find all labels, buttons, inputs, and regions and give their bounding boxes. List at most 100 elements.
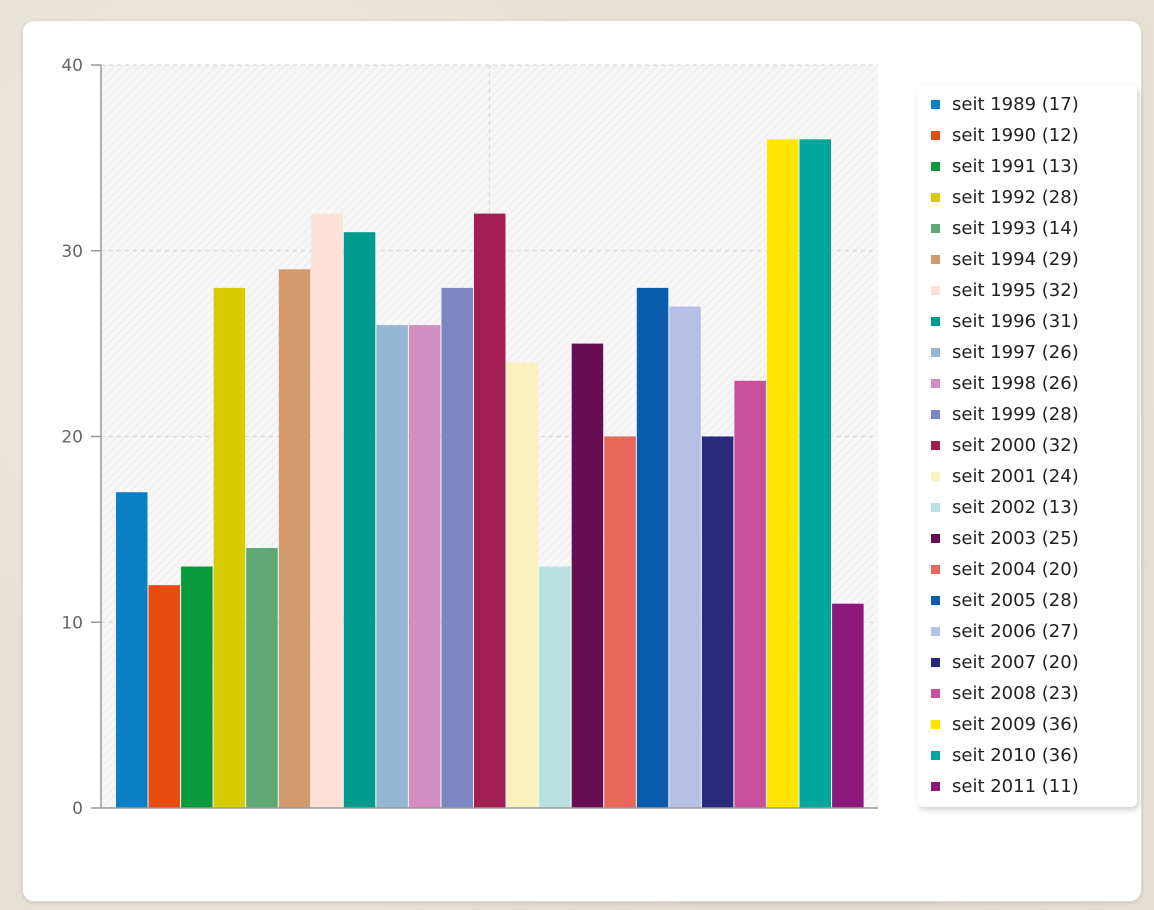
legend-swatch — [931, 565, 940, 574]
bar — [474, 213, 506, 809]
bar — [343, 232, 376, 808]
legend-swatch — [931, 720, 940, 729]
legend-swatch — [931, 627, 940, 636]
legend-swatch — [931, 379, 940, 388]
legend-item: seit 2004 (20) — [931, 554, 1137, 585]
legend-swatch — [931, 658, 940, 667]
legend-swatch — [931, 596, 940, 605]
legend-swatch — [931, 441, 940, 450]
bar — [213, 287, 246, 808]
legend-swatch — [931, 255, 940, 264]
y-tick-label: 20 — [61, 428, 83, 448]
legend-swatch — [931, 751, 940, 760]
legend-item: seit 1990 (12) — [931, 120, 1137, 151]
legend-swatch — [931, 317, 940, 326]
legend-swatch — [931, 410, 940, 419]
legend-label: seit 1990 (12) — [952, 125, 1079, 146]
legend-swatch — [931, 131, 940, 140]
legend-item: seit 1993 (14) — [931, 213, 1137, 244]
legend-item: seit 2007 (20) — [931, 647, 1137, 678]
legend-item: seit 2008 (23) — [931, 678, 1137, 709]
legend-label: seit 1998 (26) — [952, 373, 1079, 394]
legend-item: seit 2011 (11) — [931, 771, 1137, 802]
legend-swatch — [931, 100, 940, 109]
legend-label: seit 1995 (32) — [952, 280, 1079, 301]
legend-label: seit 2011 (11) — [952, 776, 1079, 797]
bar — [832, 603, 864, 808]
bars — [116, 139, 864, 809]
legend-swatch — [931, 689, 940, 698]
bar — [408, 325, 441, 808]
bar — [116, 492, 148, 808]
legend-label: seit 1993 (14) — [952, 218, 1079, 239]
legend-label: seit 2010 (36) — [952, 745, 1079, 766]
bar — [799, 139, 831, 809]
legend-label: seit 1997 (26) — [952, 342, 1079, 363]
legend-item: seit 1992 (28) — [931, 182, 1137, 213]
bar — [604, 436, 636, 808]
bar — [278, 269, 311, 808]
bar — [669, 306, 701, 808]
legend-swatch — [931, 782, 940, 791]
axes — [91, 64, 878, 809]
legend-item: seit 2000 (32) — [931, 430, 1137, 461]
bar — [506, 362, 539, 808]
legend-swatch — [931, 534, 940, 543]
bar — [636, 287, 669, 808]
legend-item: seit 1991 (13) — [931, 151, 1137, 182]
bar — [441, 287, 473, 808]
legend-item: seit 1994 (29) — [931, 244, 1137, 275]
bar — [181, 566, 213, 808]
bar — [767, 139, 799, 809]
legend: seit 1989 (17) seit 1990 (12) seit 1991 (1… — [917, 85, 1137, 807]
bar — [571, 343, 604, 808]
bar-chart: 0 10 20 30 40 — [61, 56, 878, 819]
legend-item: seit 2009 (36) — [931, 709, 1137, 740]
legend-swatch — [931, 348, 940, 357]
y-tick-label: 0 — [72, 799, 83, 819]
legend-label: seit 2005 (28) — [952, 590, 1079, 611]
legend-label: seit 2004 (20) — [952, 559, 1079, 580]
bar — [246, 548, 278, 808]
legend-label: seit 2003 (25) — [952, 528, 1079, 549]
legend-label: seit 2000 (32) — [952, 435, 1079, 456]
legend-label: seit 1999 (28) — [952, 404, 1079, 425]
legend-swatch — [931, 286, 940, 295]
legend-label: seit 2006 (27) — [952, 621, 1079, 642]
legend-label: seit 2009 (36) — [952, 714, 1079, 735]
legend-label: seit 1991 (13) — [952, 156, 1079, 177]
bar — [701, 436, 734, 808]
legend-item: seit 2005 (28) — [931, 585, 1137, 616]
bar — [734, 380, 766, 808]
legend-item: seit 1995 (32) — [931, 275, 1137, 306]
legend-item: seit 2010 (36) — [931, 740, 1137, 771]
legend-item: seit 1997 (26) — [931, 337, 1137, 368]
legend-item: seit 2003 (25) — [931, 523, 1137, 554]
legend-label: seit 1989 (17) — [952, 94, 1079, 115]
legend-label: seit 1996 (31) — [952, 311, 1079, 332]
legend-label: seit 2002 (13) — [952, 497, 1079, 518]
bar — [311, 213, 343, 809]
bar — [539, 566, 571, 808]
legend-swatch — [931, 224, 940, 233]
y-tick-label: 30 — [61, 242, 83, 262]
legend-swatch — [931, 503, 940, 512]
legend-swatch — [931, 193, 940, 202]
legend-label: seit 2007 (20) — [952, 652, 1079, 673]
legend-item: seit 1999 (28) — [931, 399, 1137, 430]
legend-item: seit 1989 (17) — [931, 89, 1137, 120]
y-tick-labels: 0 10 20 30 40 — [61, 56, 83, 819]
legend-item: seit 1998 (26) — [931, 368, 1137, 399]
legend-item: seit 1996 (31) — [931, 306, 1137, 337]
legend-item: seit 2002 (13) — [931, 492, 1137, 523]
legend-label: seit 1994 (29) — [952, 249, 1079, 270]
legend-item: seit 2001 (24) — [931, 461, 1137, 492]
legend-label: seit 2008 (23) — [952, 683, 1079, 704]
y-tick-label: 40 — [61, 56, 83, 76]
legend-item: seit 2006 (27) — [931, 616, 1137, 647]
bar — [148, 585, 180, 808]
chart-card: 0 10 20 30 40 seit 1989 (17) seit 1990 (12) se… — [22, 20, 1142, 902]
legend-swatch — [931, 472, 940, 481]
legend-label: seit 2001 (24) — [952, 466, 1079, 487]
y-tick-label: 10 — [61, 613, 83, 633]
